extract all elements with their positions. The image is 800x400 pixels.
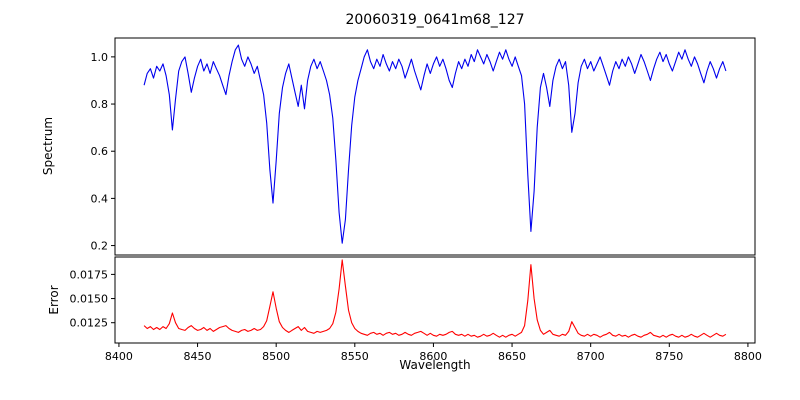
x-tick-label: 8400 [105, 350, 133, 363]
y-tick-label: 0.0175 [70, 268, 109, 281]
spectrum-axes-frame [114, 37, 756, 256]
error-line [143, 259, 727, 338]
y-tick-label: 0.0150 [70, 293, 109, 306]
x-tick-label: 8800 [734, 350, 762, 363]
y-tick-label: 0.4 [91, 192, 109, 205]
y-tick-label: 1.0 [91, 51, 109, 64]
x-tick-label: 8700 [577, 350, 605, 363]
spectrum-line [143, 44, 727, 244]
x-tick-label: 8750 [655, 350, 683, 363]
x-tick-label: 8550 [341, 350, 369, 363]
x-axis-label: Wavelength [399, 358, 471, 372]
x-tick-label: 8450 [184, 350, 212, 363]
x-tick-label: 8600 [419, 350, 447, 363]
x-tick-label: 8500 [262, 350, 290, 363]
y-tick-label: 0.8 [91, 98, 109, 111]
error-axes-frame [114, 256, 756, 344]
chart-title: 20060319_0641m68_127 [345, 12, 525, 28]
x-tick-label: 8650 [498, 350, 526, 363]
y-tick-label: 0.2 [91, 240, 109, 253]
y-tick-label: 0.0125 [70, 317, 109, 330]
y-tick-label: 0.6 [91, 145, 109, 158]
